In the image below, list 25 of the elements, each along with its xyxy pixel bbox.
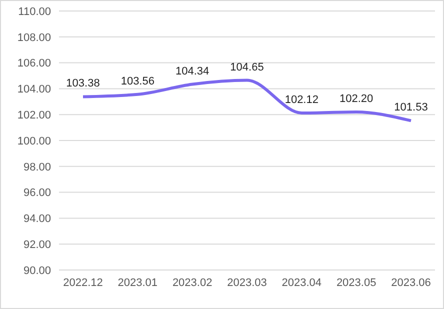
x-tick-label: 2023.04 [282,276,322,289]
x-tick-label: 2023.03 [227,276,267,289]
x-tick-label: 2023.05 [336,276,376,289]
x-tick-label: 2023.01 [118,276,158,289]
y-tick-label: 90.00 [23,264,51,277]
y-tick-label: 110.00 [18,6,51,18]
y-tick-label: 98.00 [23,161,51,174]
data-label: 104.34 [176,65,210,78]
x-tick-label: 2023.06 [391,276,431,289]
x-tick-label: 2023.02 [172,276,212,289]
x-tick-label: 2022.12 [63,276,103,289]
data-label: 103.56 [120,75,154,88]
data-label: 101.53 [394,102,428,114]
y-tick-label: 108.00 [17,32,51,44]
data-label: 102.20 [340,93,374,106]
y-tick-label: 104.00 [17,84,51,96]
y-tick-label: 96.00 [23,187,51,200]
y-tick-label: 94.00 [23,213,51,226]
y-tick-label: 106.00 [17,58,51,70]
data-label: 103.38 [66,78,100,90]
y-tick-label: 100.00 [17,135,51,148]
y-tick-label: 92.00 [23,239,51,252]
y-tick-label: 102.00 [17,110,51,122]
data-label: 104.65 [230,61,264,74]
data-label: 102.12 [284,94,318,106]
